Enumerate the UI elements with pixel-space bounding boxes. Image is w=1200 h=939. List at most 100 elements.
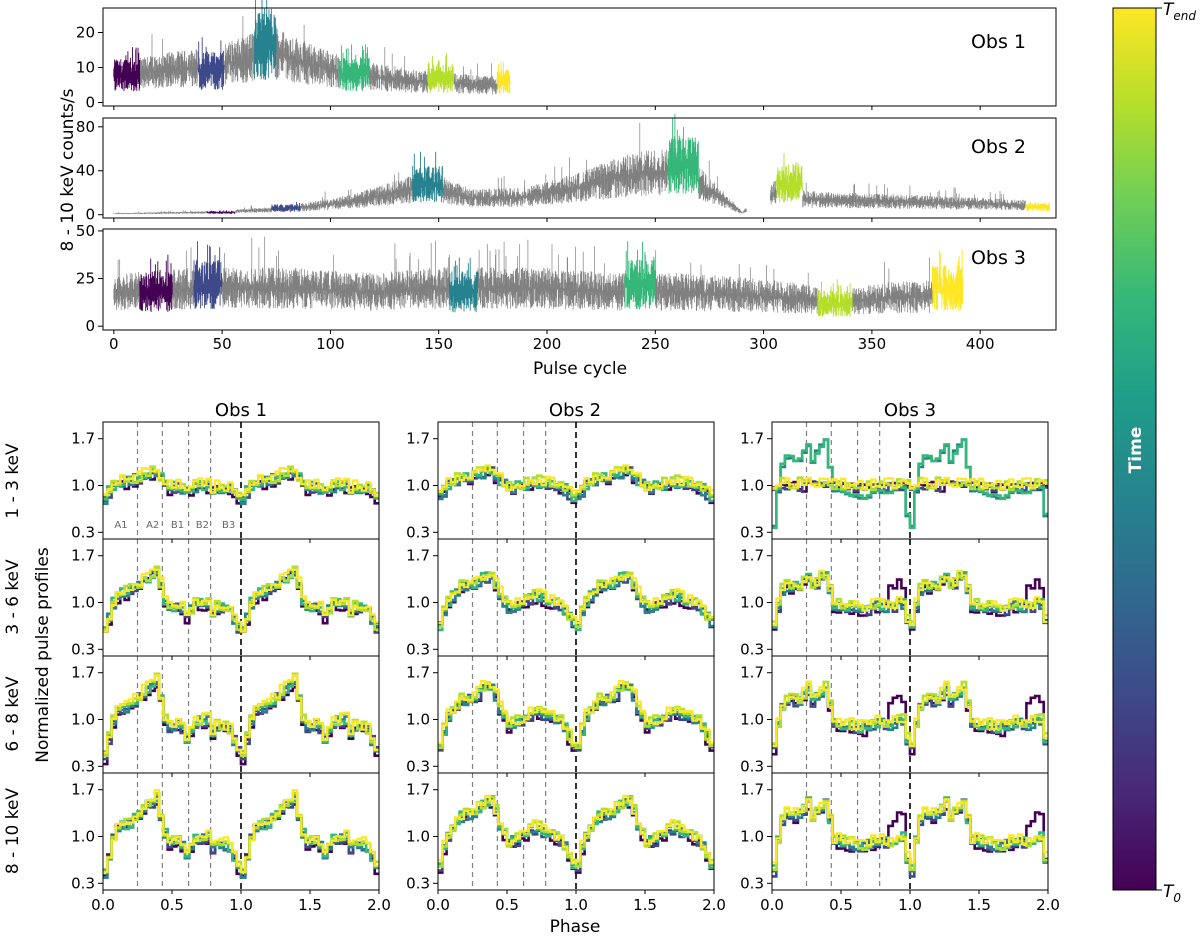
lightcurve-ytick-label: 10 xyxy=(76,59,95,77)
pulse-row-label-1-3kev: 1 - 3 keV xyxy=(3,443,23,519)
pulse-panel-2-3: 0.3 1.0 1.7 0.0 0.5 1.0 1.5 2.0 xyxy=(740,772,1060,914)
pulse-xtick-label: 0.5 xyxy=(829,896,853,914)
pulse-ytick-label: 1.0 xyxy=(406,711,430,729)
pulse-column-title-obs1: Obs 1 xyxy=(215,400,267,421)
pulse-ytick-label: 1.0 xyxy=(406,594,430,612)
pulse-xtick-label: 0.5 xyxy=(160,896,184,914)
pulse-panel-2-1: 0.3 1.0 1.7 xyxy=(740,538,1049,660)
colorbar-top-label-main: T xyxy=(1163,0,1175,20)
pulse-ytick-label: 1.7 xyxy=(740,430,764,448)
lightcurve-raw-2 xyxy=(113,236,933,315)
pulse-xtick-label: 1.5 xyxy=(633,896,657,914)
colorbar-bottom-label-sub: 0 xyxy=(1173,891,1181,905)
lightcurve-segment-1-1 xyxy=(271,201,301,212)
pulse-ytick-label: 1.0 xyxy=(406,828,430,846)
lightcurve-obs2-label: Obs 2 xyxy=(971,136,1026,158)
lightcurve-xtick-label: 300 xyxy=(749,335,778,353)
pulse-panel-0-3: 0.3 1.0 1.7 0.0 0.5 1.0 1.5 2.0 xyxy=(71,772,391,914)
pulse-ytick-label: 1.0 xyxy=(71,828,95,846)
lightcurve-ylabel: 8 - 10 keV counts/s xyxy=(58,88,78,251)
lightcurve-xtick-label: 250 xyxy=(641,335,670,353)
pulse-panel-1-3: 0.3 1.0 1.7 0.0 0.5 1.0 1.5 2.0 xyxy=(406,772,726,914)
pulse-curve-5 xyxy=(103,789,379,874)
pulse-panel-0-1: 0.3 1.0 1.7 xyxy=(71,538,380,660)
pulse-xlabel: Phase xyxy=(550,917,601,937)
lightcurve-segment-0-3 xyxy=(338,44,370,92)
lightcurve-xtick-label: 50 xyxy=(213,335,232,353)
region-label-A2: A2 xyxy=(146,520,159,531)
pulse-curve-5 xyxy=(103,568,379,633)
lightcurve-obs1-label: Obs 1 xyxy=(971,31,1026,53)
colorbar-title: Time xyxy=(1126,427,1146,474)
lightcurve-raw-1 xyxy=(113,123,1026,215)
pulse-xtick-label: 1.0 xyxy=(229,896,253,914)
pulse-xtick-label: 1.5 xyxy=(298,896,322,914)
pulse-ytick-label: 1.7 xyxy=(406,781,430,799)
lightcurve-obs1-frame xyxy=(102,7,1057,107)
lightcurve-segment-2-3 xyxy=(624,241,656,310)
lightcurve-segment-1-3 xyxy=(667,114,699,194)
pulse-ytick-label: 1.0 xyxy=(740,711,764,729)
lightcurve-ytick-label: 25 xyxy=(76,270,95,288)
lightcurve-xlabel: Pulse cycle xyxy=(533,359,627,379)
lightcurve-ytick-label: 0 xyxy=(85,94,95,112)
pulse-curve-5 xyxy=(438,794,714,865)
lightcurve-xticks: 0 50 100 150 200 250 300 350 400 xyxy=(109,106,995,353)
pulse-panel-0-0: A1 A2 B1 B2 B3 0.3 1.0 1.7 xyxy=(71,421,380,543)
pulse-panel-0-2: 0.3 1.0 1.7 xyxy=(71,655,380,777)
lightcurve-segment-1-2 xyxy=(412,151,444,203)
pulse-ytick-label: 1.0 xyxy=(740,594,764,612)
pulse-ytick-label: 0.3 xyxy=(740,757,764,775)
pulse-ytick-label: 1.7 xyxy=(406,664,430,682)
region-label-B2: B2 xyxy=(196,520,209,531)
lightcurve-segment-2-0 xyxy=(139,254,173,312)
pulse-ytick-label: 1.0 xyxy=(71,711,95,729)
lightcurve-ytick-label: 80 xyxy=(76,118,95,136)
pulse-ytick-label: 1.7 xyxy=(406,547,430,565)
pulse-curve-5 xyxy=(438,574,714,624)
pulse-row-label-3-6kev: 3 - 6 keV xyxy=(3,559,23,635)
region-label-B3: B3 xyxy=(222,520,235,531)
pulse-panel-1-0: 0.3 1.0 1.7 xyxy=(406,421,715,543)
pulse-ytick-label: 1.7 xyxy=(71,547,95,565)
pulse-xtick-label: 1.0 xyxy=(564,896,588,914)
pulse-ytick-label: 0.3 xyxy=(71,874,95,892)
pulse-ytick-label: 0.3 xyxy=(740,523,764,541)
pulse-xtick-label: 1.0 xyxy=(898,896,922,914)
colorbar-gradient xyxy=(1112,7,1157,891)
colorbar-bottom-label: T0 xyxy=(1163,882,1181,905)
lightcurve-obs2-frame xyxy=(102,117,1057,219)
lightcurve-segment-0-5 xyxy=(496,61,511,94)
pulse-panel-frame xyxy=(771,538,1049,657)
colorbar-top-label-sub: end xyxy=(1173,9,1196,23)
pulse-ytick-label: 0.3 xyxy=(740,874,764,892)
pulse-ytick-label: 0.3 xyxy=(71,640,95,658)
pulse-ytick-label: 1.7 xyxy=(406,430,430,448)
pulse-ytick-label: 0.3 xyxy=(406,523,430,541)
pulse-ytick-label: 1.7 xyxy=(71,664,95,682)
region-label-A1: A1 xyxy=(114,520,127,531)
lightcurve-segment-2-4 xyxy=(817,279,853,317)
pulse-ylabel: Normalized pulse profiles xyxy=(33,547,53,763)
lightcurve-segment-0-2 xyxy=(254,0,277,80)
lightcurve-panel-obs3: Obs 3 0 25 50 xyxy=(76,222,1057,335)
pulse-curve-3 xyxy=(772,438,1048,530)
lightcurve-segment-1-4 xyxy=(776,153,803,203)
pulse-ytick-label: 1.0 xyxy=(71,477,95,495)
colorbar: Tend T0 Time xyxy=(1112,0,1196,905)
pulse-panel-1-1: 0.3 1.0 1.7 xyxy=(406,538,715,660)
pulse-panel-frame xyxy=(102,538,380,657)
lightcurve-segment-0-4 xyxy=(427,53,455,93)
pulse-ytick-label: 0.3 xyxy=(406,757,430,775)
lightcurve-segment-2-5 xyxy=(932,249,964,311)
lightcurve-ytick-label: 40 xyxy=(76,162,95,180)
lightcurve-obs1-data xyxy=(113,0,511,95)
pulse-ytick-label: 0.3 xyxy=(406,640,430,658)
lightcurve-obs2-yticks: 0 40 80 xyxy=(76,118,103,224)
pulse-curve-5 xyxy=(103,467,379,498)
pulse-ytick-label: 1.7 xyxy=(740,547,764,565)
pulse-profile-grid: A1 A2 B1 B2 B30.31.01.70.31.01.70.31.01.70.3… xyxy=(71,421,1060,914)
lightcurve-ytick-label: 50 xyxy=(76,222,95,240)
pulse-ytick-label: 0.3 xyxy=(740,640,764,658)
